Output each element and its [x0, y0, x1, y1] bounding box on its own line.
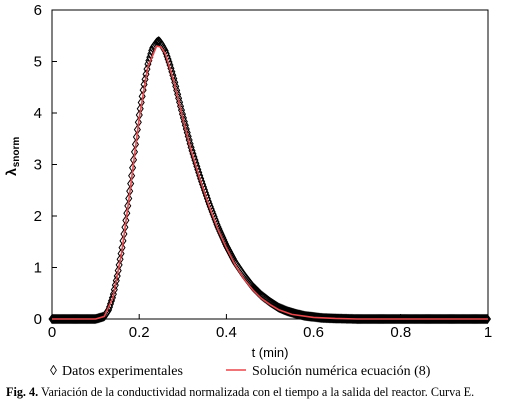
y-axis-title-main: λ: [3, 168, 19, 176]
data-point-experimental: [481, 313, 489, 325]
data-point-experimental: [107, 295, 116, 306]
y-tick-label: 4: [34, 105, 42, 122]
series-layer: [48, 36, 492, 325]
chart-svg: 0 0.2 0.4 0.6 0.8 1 0 1 2 3 4 5 6 t (min) λ snorm ◊…: [3, 2, 492, 379]
y-axis-title: λ snorm: [3, 137, 22, 176]
data-point-experimental: [113, 270, 121, 282]
y-axis-title-sub: snorm: [11, 137, 22, 168]
x-tick-label: 0: [48, 324, 56, 341]
data-point-experimental: [148, 45, 156, 56]
legend-label-experimental: Datos experimentales: [62, 364, 183, 379]
y-tick-label: 6: [34, 2, 42, 19]
y-tick-label: 2: [34, 208, 42, 225]
data-point-experimental: [483, 313, 492, 325]
legend: ◊ Datos experimentales Solución numérica…: [50, 364, 431, 379]
y-tick-label: 0: [34, 311, 42, 328]
y-tick-label: 1: [34, 260, 42, 277]
plot-area: [51, 9, 489, 320]
data-point-experimental: [154, 36, 163, 47]
x-tick-label: 1: [484, 324, 492, 341]
figure-caption: Fig. 4. Variación de la conductividad no…: [6, 385, 522, 400]
x-tick-label: 0.4: [216, 324, 237, 341]
data-point-experimental: [482, 313, 490, 325]
x-tick-label: 0.2: [129, 324, 150, 341]
caption-text: Variación de la conductividad normalizad…: [38, 385, 475, 399]
x-axis-title: t (min): [252, 345, 289, 360]
legend-marker-experimental: ◊: [50, 364, 57, 379]
figure-label: Fig. 4.: [6, 385, 39, 399]
data-point-experimental: [482, 313, 491, 325]
series-numerical-line: [52, 45, 488, 320]
x-tick-label: 0.8: [390, 324, 411, 341]
x-tick-labels: 0 0.2 0.4 0.6 0.8 1: [48, 324, 492, 341]
y-tick-labels: 0 1 2 3 4 5 6: [34, 2, 42, 328]
y-tick-label: 5: [34, 54, 42, 71]
y-tick-label: 3: [34, 157, 42, 174]
legend-label-numerical: Solución numérica ecuación (8): [252, 364, 431, 379]
x-tick-label: 0.6: [303, 324, 324, 341]
